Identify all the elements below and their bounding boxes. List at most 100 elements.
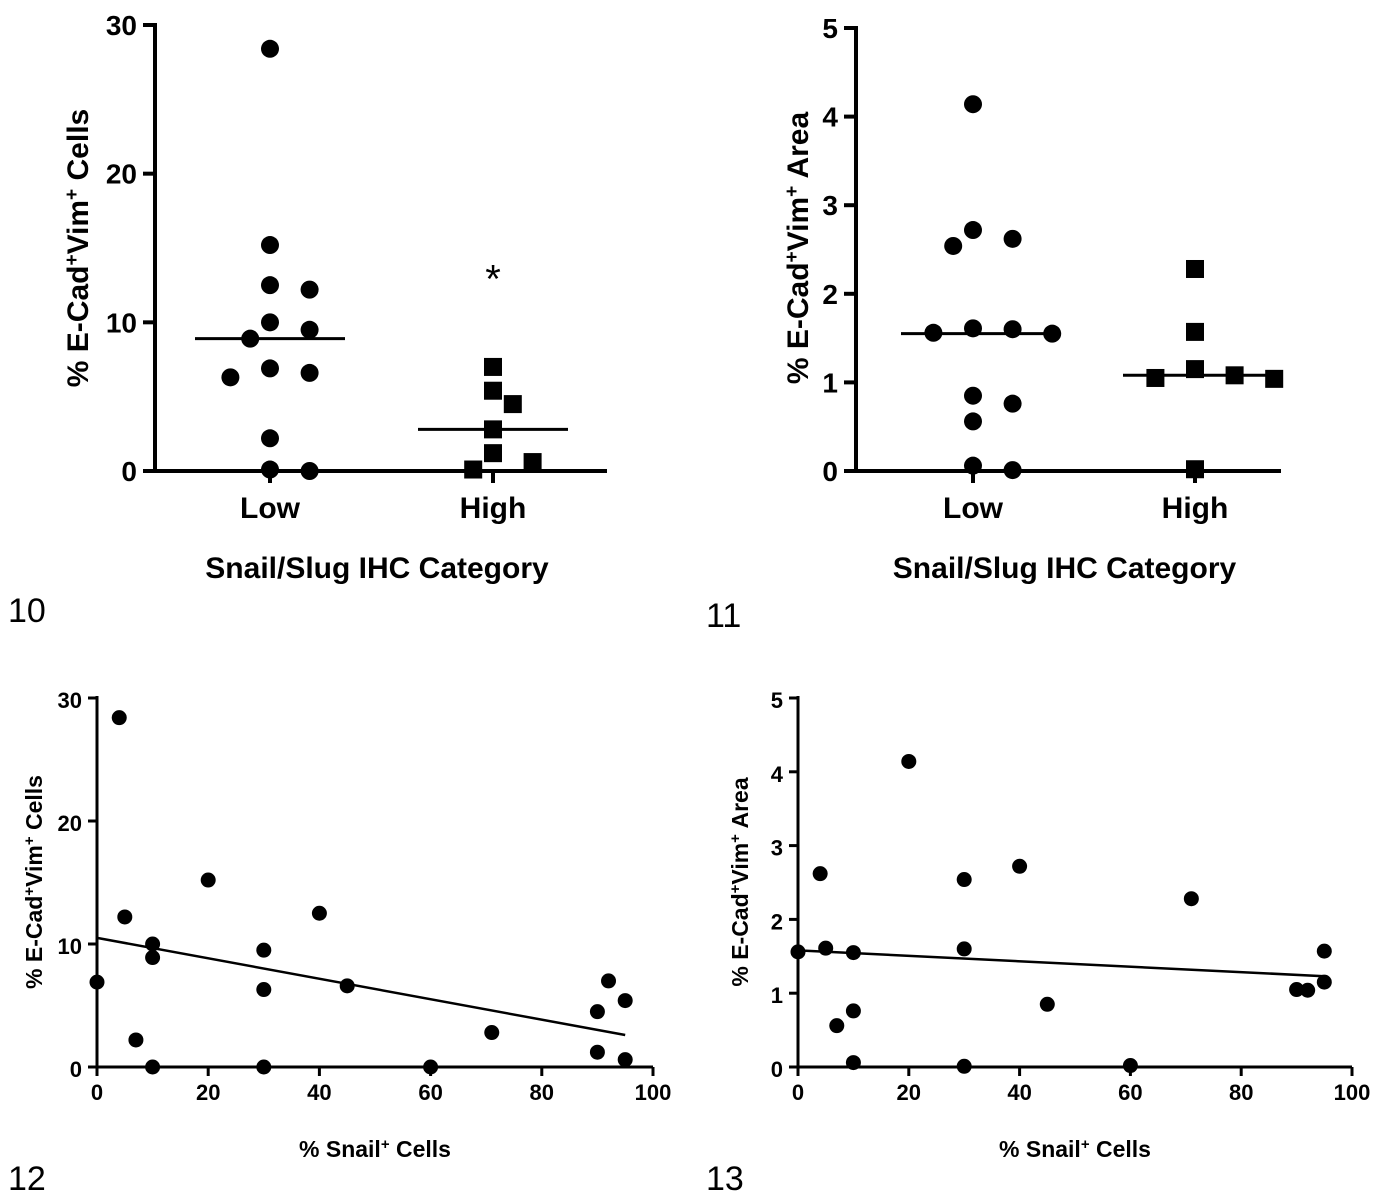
x-axis-title-part: +	[381, 1136, 390, 1153]
data-point-circle	[1003, 394, 1022, 413]
data-point	[790, 944, 806, 960]
x-axis-title: Snail/Slug IHC Category	[893, 552, 1237, 585]
data-point-circle	[964, 456, 982, 475]
data-point-circle	[261, 313, 279, 332]
data-point	[845, 945, 861, 961]
data-point	[145, 1059, 161, 1075]
data-point-circle	[300, 320, 319, 339]
panel-11: 0 1 2 3 4 5 Low High Snail/Slug IHC Category % E-…	[706, 13, 1284, 635]
x-axis-title-part: +	[1081, 1136, 1090, 1153]
data-point	[311, 905, 327, 921]
x-tick-label: 0	[792, 1080, 804, 1105]
y-tick-label: 30	[58, 688, 82, 713]
y-axis-title-part: % E-Cad	[727, 893, 753, 986]
x-tick-label: 20	[897, 1080, 921, 1105]
x-tick-label: 80	[530, 1080, 554, 1105]
regression-line	[96, 936, 626, 1037]
data-point-circle	[300, 363, 319, 382]
data-point	[256, 1059, 272, 1075]
y-axis-title-part: +	[727, 884, 744, 893]
data-point-circle	[964, 95, 982, 114]
data-point	[1289, 982, 1305, 998]
data-point	[956, 872, 972, 888]
y-axis-title: % E-Cad+Vim+ Area	[727, 777, 754, 986]
y-axis-title-part: Cells	[21, 775, 47, 836]
y-tick-label: 5	[771, 688, 783, 713]
data-point	[339, 978, 355, 994]
category-label: Low	[943, 492, 1004, 525]
x-tick-label: 80	[1229, 1080, 1253, 1105]
x-axis-title: Snail/Slug IHC Category	[205, 552, 549, 585]
data-point-square	[1186, 322, 1204, 341]
x-axis-title: % Snail+ Cells	[999, 1136, 1151, 1163]
data-point-circle	[300, 280, 319, 299]
y-tick-label: 20	[58, 811, 82, 836]
y-axis-title-part: Vim	[21, 845, 47, 887]
y-tick-label: 2	[771, 909, 783, 934]
data-point	[145, 950, 161, 966]
data-point	[589, 1004, 605, 1020]
y-axis-title-part: +	[782, 186, 803, 197]
data-point	[128, 1032, 144, 1048]
y-axis-title-part: % E-Cad	[782, 262, 815, 384]
y-tick-label: 2	[822, 279, 838, 310]
data-point-circle	[261, 429, 279, 448]
data-point-circle	[1043, 324, 1062, 343]
data-point	[601, 973, 617, 989]
x-tick-label: 0	[91, 1080, 103, 1105]
y-tick-label: 3	[771, 836, 783, 861]
x-tick-label: 40	[1007, 1080, 1031, 1105]
y-axis-title-part: +	[21, 836, 38, 845]
data-point-circle	[221, 368, 240, 387]
y-tick-label: 1	[771, 983, 783, 1008]
data-point-circle	[261, 276, 279, 295]
data-point-circle	[261, 460, 279, 479]
x-axis-title-part: % Snail	[999, 1136, 1081, 1162]
x-axis-title-part: Cells	[390, 1136, 451, 1162]
y-tick-label: 1	[822, 367, 838, 398]
data-point-circle	[964, 386, 982, 405]
data-point	[812, 866, 828, 882]
category-label: Low	[240, 492, 301, 525]
y-axis-title: % E-Cad+Vim+ Cells	[21, 775, 48, 989]
y-axis-title-part: % E-Cad	[62, 266, 95, 388]
y-axis-title-part: Vim	[727, 843, 753, 885]
y-tick-label: 30	[106, 10, 137, 41]
data-point	[423, 1059, 439, 1075]
y-axis-title: % E-Cad+Vim+ Cells	[62, 109, 96, 387]
y-axis-title: % E-Cad+Vim+ Area	[782, 112, 816, 385]
data-point-circle	[261, 39, 279, 58]
category-label: High	[460, 492, 527, 525]
data-point-circle	[964, 412, 982, 431]
data-point-square	[484, 357, 502, 376]
y-axis-title-part: Area	[782, 112, 815, 186]
x-tick-label: 100	[635, 1080, 672, 1105]
data-point	[845, 1003, 861, 1019]
data-point-circle	[261, 236, 279, 255]
data-point	[89, 974, 105, 990]
regression-line	[797, 949, 1325, 978]
data-point	[829, 1018, 845, 1034]
panel-number: 13	[706, 1160, 744, 1196]
data-point	[589, 1044, 605, 1060]
y-tick-label: 0	[121, 456, 137, 487]
y-axis-title-part: +	[727, 834, 744, 843]
data-point-square	[464, 460, 483, 479]
data-point	[1316, 943, 1332, 959]
y-axis-title-part: +	[21, 887, 38, 896]
y-tick-label: 0	[822, 456, 838, 487]
y-axis-title-part: Vim	[782, 197, 815, 251]
data-point-square	[484, 444, 502, 463]
x-tick-label: 100	[1334, 1080, 1371, 1105]
data-point-square	[503, 395, 522, 414]
data-point	[1012, 858, 1028, 874]
category-label: High	[1162, 492, 1229, 525]
data-point	[200, 872, 216, 888]
data-point	[818, 940, 834, 956]
x-tick-label: 60	[418, 1080, 442, 1105]
data-point	[111, 710, 127, 726]
data-point	[956, 1058, 972, 1074]
